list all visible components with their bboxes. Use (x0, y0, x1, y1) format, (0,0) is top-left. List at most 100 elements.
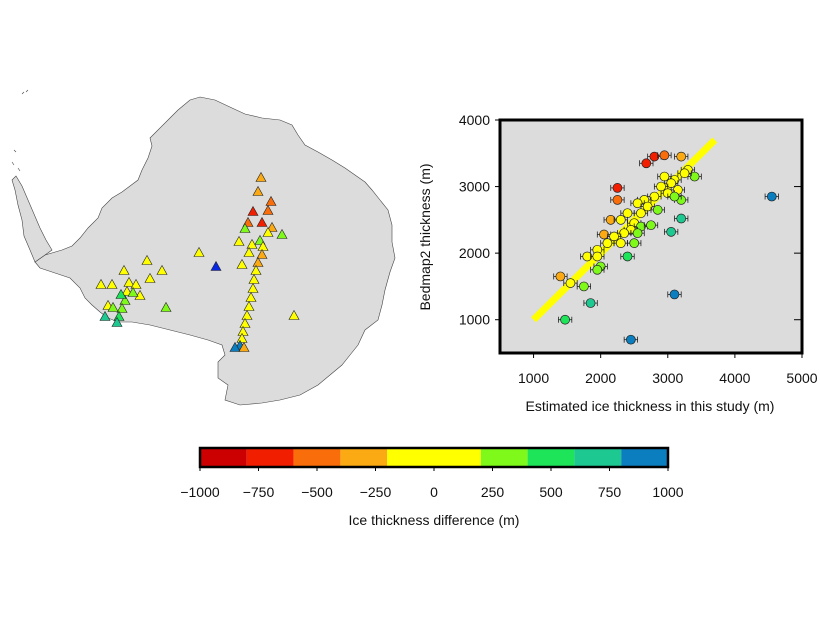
colorbar-tick-label: 250 (481, 484, 505, 500)
antarctica-map (11, 89, 396, 406)
data-point (560, 314, 570, 325)
data-point (615, 215, 626, 225)
scatter-panel: 1000 2000 3000 4000 5000 1000 2000 3000 4000 Est… (417, 112, 818, 414)
data-point (636, 208, 646, 219)
data-point (669, 289, 680, 300)
station-marker (257, 240, 269, 251)
station-marker (115, 288, 127, 299)
data-point (669, 191, 680, 202)
station-marker (95, 278, 107, 289)
colorbar-bin (480, 448, 528, 467)
colorbar: −1000 −750 −500 −250 0 250 500 750 1000 Ice thic… (180, 446, 684, 528)
map-station-markers (95, 171, 300, 352)
colorbar-tick-label: 500 (539, 484, 563, 500)
station-marker (156, 264, 168, 275)
station-marker (144, 272, 156, 283)
station-marker (241, 309, 253, 320)
station-marker (123, 276, 135, 287)
data-point (602, 238, 613, 249)
colorbar-tick-label: −250 (360, 484, 392, 500)
colorbar-bin (293, 448, 341, 467)
x-axis-label: Estimated ice thickness in this study (m… (526, 398, 775, 414)
data-point (659, 171, 670, 182)
station-marker (233, 235, 245, 246)
data-point (592, 251, 603, 262)
colorbar-bin (340, 448, 388, 467)
station-marker (243, 246, 255, 257)
station-marker (262, 204, 274, 215)
station-marker (210, 260, 222, 271)
colorbar-bin (574, 448, 622, 467)
station-marker (266, 221, 278, 232)
station-marker (130, 278, 142, 289)
y-tick-label: 3000 (459, 179, 490, 195)
data-point (646, 220, 656, 231)
data-point (599, 229, 609, 240)
station-marker (246, 238, 258, 249)
colorbar-tick-label: 1000 (652, 484, 683, 500)
station-marker (265, 195, 277, 206)
station-marker (262, 226, 274, 237)
data-point (612, 183, 623, 193)
data-point (649, 151, 660, 162)
station-marker (288, 309, 300, 320)
colorbar-tick-label: −1000 (180, 484, 220, 500)
station-marker (116, 302, 128, 313)
station-marker (245, 291, 257, 302)
data-point (615, 238, 626, 249)
x-tick-label: 5000 (786, 370, 817, 386)
station-marker (236, 332, 248, 343)
station-marker (239, 317, 251, 328)
data-point (632, 228, 643, 239)
data-point (676, 213, 687, 224)
data-point (565, 278, 576, 288)
station-marker (256, 248, 268, 259)
station-marker (118, 264, 130, 275)
data-point (666, 226, 676, 237)
peninsula-islands (11, 89, 29, 172)
station-marker (248, 273, 260, 284)
colorbar-tick-label: −500 (301, 484, 333, 500)
station-marker (236, 258, 248, 269)
data-point (622, 251, 633, 262)
station-marker (256, 216, 268, 227)
colorbar-bin (246, 448, 294, 467)
data-point (585, 298, 596, 308)
colorbar-bin (387, 448, 481, 467)
antarctic-peninsula (11, 175, 53, 263)
colorbar-tick-label: 0 (430, 484, 438, 500)
station-marker (276, 228, 288, 239)
data-point (659, 150, 670, 161)
data-point (626, 334, 636, 345)
data-point (679, 168, 690, 179)
data-point (609, 231, 619, 242)
station-marker (247, 282, 259, 293)
y-axis-label: Bedmap2 thickness (m) (417, 163, 433, 310)
data-point (641, 158, 652, 169)
scatter-points (553, 150, 779, 345)
data-point (632, 198, 643, 209)
station-marker (239, 222, 251, 233)
x-tick-label: 1000 (518, 370, 549, 386)
data-point (676, 151, 687, 162)
station-marker (229, 341, 241, 352)
station-marker (252, 185, 264, 196)
station-marker (119, 294, 131, 305)
data-point (579, 281, 589, 292)
colorbar-ticks: −1000 −750 −500 −250 0 250 500 750 1000 (180, 467, 684, 500)
colorbar-label: Ice thickness difference (m) (349, 512, 520, 528)
y-tick-label: 1000 (459, 312, 490, 328)
data-point (649, 191, 660, 202)
data-point (619, 228, 630, 239)
antarctica-landmass (34, 96, 396, 406)
station-marker (160, 301, 172, 312)
station-marker (238, 341, 250, 352)
colorbar-bins (200, 448, 668, 467)
data-point (652, 205, 663, 215)
station-marker (111, 316, 123, 327)
data-point (629, 238, 640, 249)
station-marker (243, 300, 255, 311)
colorbar-bin (621, 448, 668, 467)
station-marker (252, 256, 264, 267)
